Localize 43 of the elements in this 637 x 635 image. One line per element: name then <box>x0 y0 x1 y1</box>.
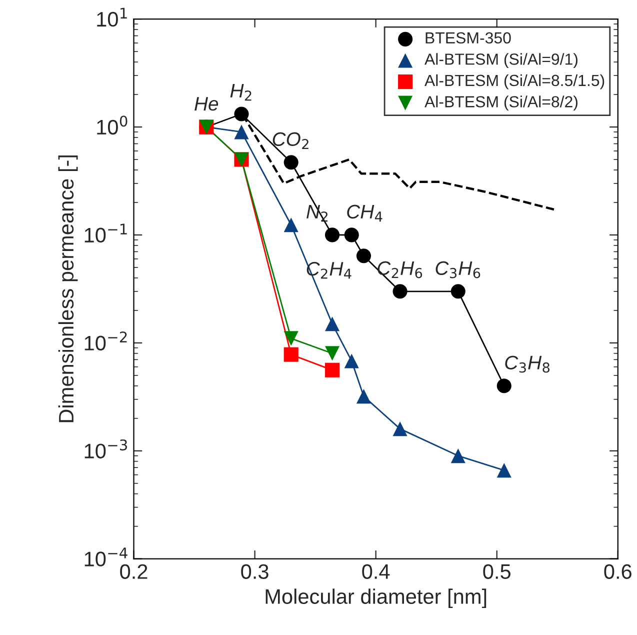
y-tick-label: 10$^{−3}$ <box>84 439 127 458</box>
y-tick-label: 10$^{0}$ <box>97 116 128 135</box>
x-tick-label: 0.3 <box>241 564 268 579</box>
point <box>234 106 249 122</box>
point <box>344 228 359 242</box>
point <box>284 218 298 232</box>
y-axis-title: Dimensionless permeance [-] <box>58 156 78 422</box>
x-tick-label: 0.5 <box>483 564 510 579</box>
annotation: C$_{3}$H$_{8}$ <box>505 356 550 373</box>
point <box>324 362 340 378</box>
point <box>392 422 408 436</box>
point <box>284 155 298 170</box>
x-axis-title: Molecular diameter [nm] <box>266 588 486 608</box>
x-tick-label: 0.6 <box>604 564 632 579</box>
point <box>324 316 340 332</box>
annotation: He <box>194 97 218 111</box>
annotation: H$_{2}$ <box>230 84 252 101</box>
point <box>234 124 249 140</box>
legend-label: BTESM-350 <box>426 32 511 44</box>
point <box>284 331 298 346</box>
point <box>496 463 512 478</box>
x-tick-label: 0.4 <box>362 564 390 579</box>
legend-label: Al-BTESM (Si/Al=8/2) <box>424 96 578 111</box>
legend-label: Al-BTESM (Si/Al=8.5/1.5) <box>424 74 604 90</box>
point <box>344 354 359 368</box>
point <box>324 228 340 242</box>
annotation: CH$_{4}$ <box>347 204 382 222</box>
annotation: CO$_{2}$ <box>272 132 308 150</box>
annotation: C$_{3}$H$_{6}$ <box>436 261 480 278</box>
point <box>284 347 298 362</box>
annotation: C$_{2}$H$_{6}$ <box>378 261 422 278</box>
x-tick-label: 0.2 <box>120 564 148 579</box>
y-tick-label: 10$^{1}$ <box>97 8 127 27</box>
y-tick-label: 10$^{−1}$ <box>84 224 127 243</box>
point <box>356 389 372 404</box>
legend-label: Al-BTESM (Si/Al=9/1) <box>424 53 578 68</box>
point <box>356 248 372 264</box>
point <box>392 284 408 299</box>
y-tick-label: 10$^{−2}$ <box>84 331 127 350</box>
point <box>450 448 466 464</box>
point <box>324 346 340 361</box>
point <box>450 284 466 299</box>
point <box>496 378 512 394</box>
